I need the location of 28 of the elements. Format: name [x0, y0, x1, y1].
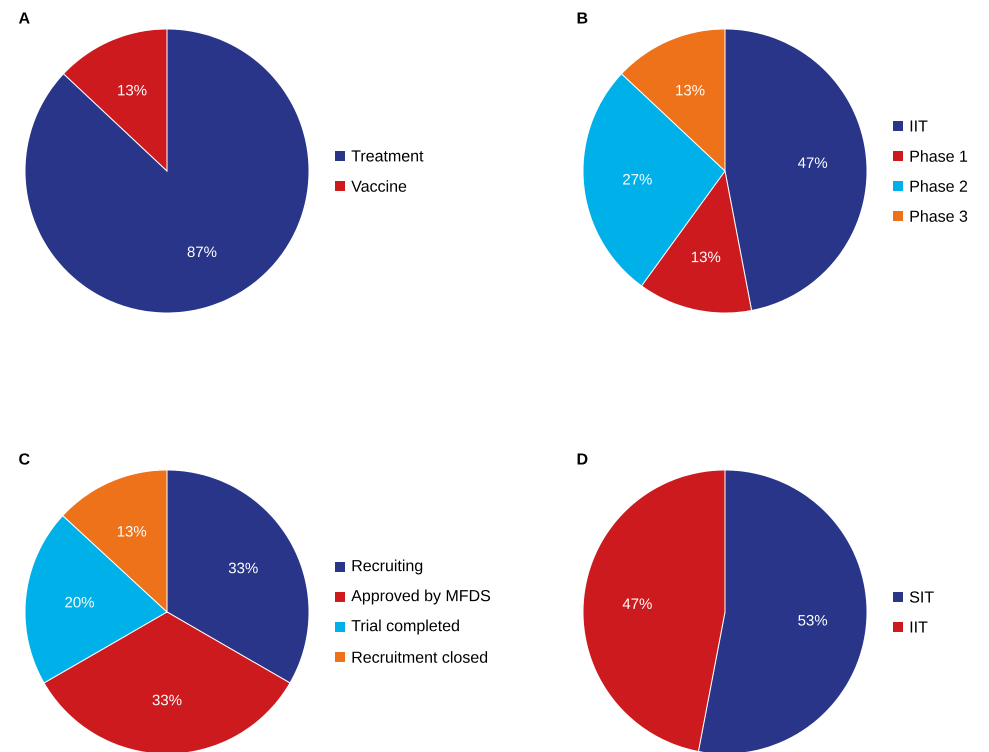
legend-label: Phase 2	[910, 180, 968, 192]
data-label: 33%	[152, 694, 182, 706]
legend-label: Approved by MFDS	[351, 590, 490, 604]
data-label: 13%	[118, 526, 146, 537]
data-label: 13%	[676, 84, 705, 96]
data-label: 47%	[622, 598, 652, 609]
legend-label: SIT	[910, 591, 934, 603]
legend-label: IIT	[910, 621, 928, 632]
chart-title: B	[578, 12, 588, 24]
chart-title: D	[578, 453, 588, 464]
legend-label: Phase 1	[910, 150, 968, 162]
data-label: 87%	[188, 246, 216, 258]
data-label: 33%	[228, 562, 258, 574]
legend-label: Phase 3	[910, 210, 968, 222]
data-label: 53%	[798, 614, 828, 626]
data-label: 47%	[798, 157, 828, 168]
legend-label: Trial completed	[352, 620, 459, 634]
data-label: 20%	[65, 596, 94, 608]
legend-label: Vaccine	[351, 180, 406, 192]
legend-label: Recruiting	[352, 560, 422, 574]
legend-label: Treatment	[352, 150, 424, 162]
legend-label: Recruitment closed	[352, 651, 488, 663]
data-label: 13%	[118, 84, 147, 96]
chart-title: A	[18, 12, 30, 24]
legend-label: IIT	[910, 120, 928, 132]
data-label: 13%	[692, 252, 720, 262]
chart-title: C	[19, 453, 30, 465]
data-label: 27%	[623, 174, 652, 185]
